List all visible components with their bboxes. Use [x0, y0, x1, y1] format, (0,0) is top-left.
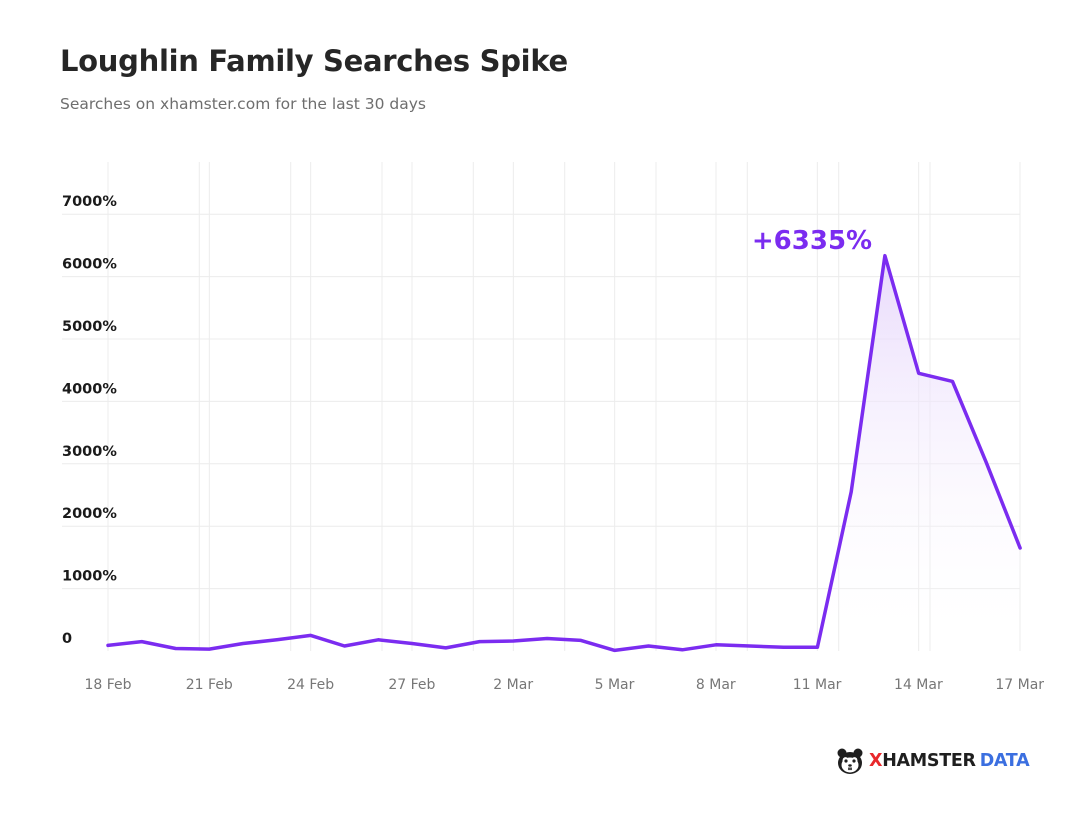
data-point — [343, 644, 347, 648]
data-point — [241, 642, 245, 646]
peak-annotation: +6335% — [752, 226, 872, 256]
data-point — [883, 254, 887, 258]
data-point — [545, 637, 549, 641]
x-tick-label: 2 Mar — [493, 677, 533, 693]
x-tick-label: 8 Mar — [696, 677, 736, 693]
data-point — [815, 645, 819, 649]
x-tick-label: 17 Mar — [995, 677, 1044, 693]
y-axis-tick-labels: 0 1000% 2000% 3000% 4000% 5000% 6000% 7000% — [62, 194, 117, 647]
y-tick-label: 7000% — [62, 194, 117, 210]
data-point — [849, 490, 853, 494]
data-point — [951, 379, 955, 383]
data-point — [207, 647, 211, 651]
x-tick-label: 24 Feb — [287, 677, 334, 693]
hamster-icon — [837, 748, 863, 774]
brand-logo: X HAMSTER DATA — [835, 744, 1030, 778]
data-point — [647, 644, 651, 648]
data-point — [478, 640, 482, 644]
x-tick-label: 21 Feb — [186, 677, 233, 693]
data-point — [309, 633, 313, 637]
brand-hamster: HAMSTER — [882, 751, 976, 771]
x-axis-tick-labels: 18 Feb 21 Feb 24 Feb 27 Feb 2 Mar 5 Mar 8 Mar 1… — [84, 677, 1044, 693]
data-point — [275, 638, 279, 642]
data-point — [917, 371, 921, 375]
y-tick-label: 4000% — [62, 381, 117, 397]
y-tick-label: 0 — [62, 631, 72, 647]
y-tick-label: 2000% — [62, 506, 117, 522]
y-tick-label: 1000% — [62, 569, 117, 585]
data-point — [714, 643, 718, 647]
data-point — [579, 638, 583, 642]
y-tick-label: 3000% — [62, 444, 117, 460]
x-tick-label: 14 Mar — [894, 677, 943, 693]
brand-x: X — [869, 751, 883, 771]
data-point — [613, 648, 617, 652]
series-area-fill — [817, 255, 1021, 651]
x-tick-label: 11 Mar — [793, 677, 842, 693]
x-tick-label: 18 Feb — [84, 677, 131, 693]
brand-data: DATA — [979, 751, 1030, 771]
data-point — [140, 640, 144, 644]
data-point — [748, 644, 752, 648]
data-point — [444, 646, 448, 650]
data-point — [511, 639, 515, 643]
chart-subtitle: Searches on xhamster.com for the last 30… — [60, 95, 426, 113]
data-point — [782, 645, 786, 649]
x-tick-label: 5 Mar — [595, 677, 635, 693]
y-tick-label: 6000% — [62, 257, 117, 273]
data-point — [106, 643, 110, 647]
data-point — [410, 642, 414, 646]
chart-title: Loughlin Family Searches Spike — [60, 44, 568, 78]
x-tick-label: 27 Feb — [388, 677, 435, 693]
data-point — [174, 647, 178, 651]
data-point — [376, 638, 380, 642]
data-point — [984, 461, 988, 465]
data-point — [1018, 546, 1022, 550]
data-point — [680, 648, 684, 652]
series-line — [106, 253, 1022, 653]
y-tick-label: 5000% — [62, 319, 117, 335]
